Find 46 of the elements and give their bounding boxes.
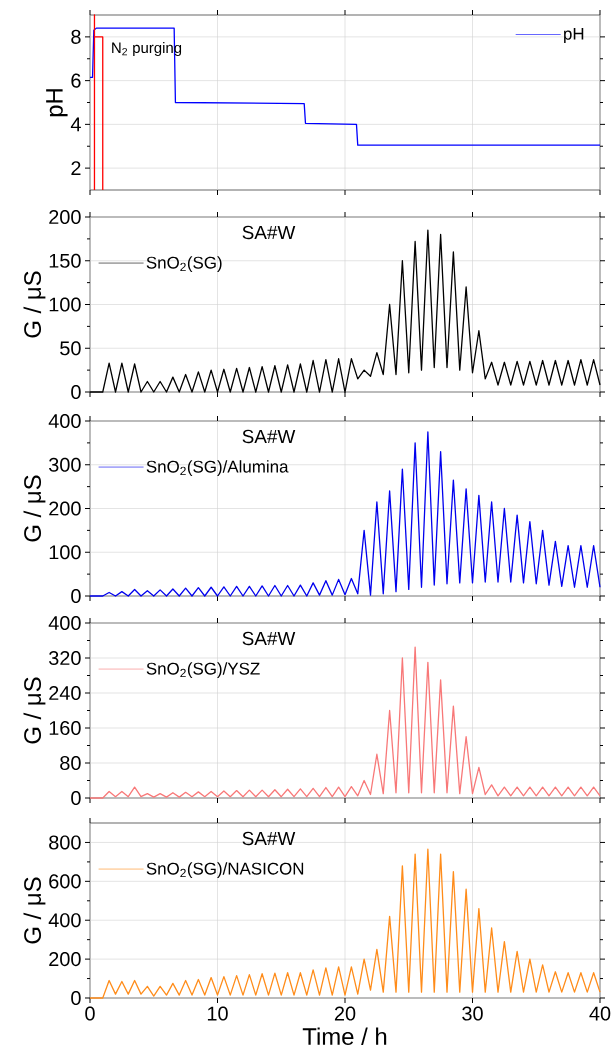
y-tick-label: 8 <box>71 29 81 44</box>
x-tick-label: 20 <box>334 1006 356 1021</box>
y-tick-label: 0 <box>71 384 81 400</box>
y-axis-title: G / μS <box>23 677 46 744</box>
legend-label: SnO$_{2}$(SG)/Alumina <box>146 460 289 476</box>
x-tick-label: 40 <box>589 1006 611 1021</box>
y-tick-label: 200 <box>49 501 81 516</box>
annotation: SA#W <box>242 429 296 444</box>
legend-label: pH <box>564 27 584 44</box>
annotation: SA#W <box>242 631 296 646</box>
y-axis-title: G / μS <box>23 877 46 944</box>
y-tick-label: 300 <box>49 457 81 472</box>
y-tick-label: 150 <box>49 253 81 268</box>
y-tick-label: 2 <box>71 161 81 176</box>
annotation: SA#W <box>242 225 296 240</box>
legend-label: SnO$_{2}$(SG)/NASICON <box>146 862 304 878</box>
y-tick-label: 400 <box>48 913 81 928</box>
y-tick-label: 160 <box>49 720 81 736</box>
y-axis-title: G / μS <box>23 475 46 542</box>
y-tick-label: 100 <box>49 297 81 312</box>
x-tick-label: 30 <box>462 1006 483 1021</box>
y-tick-label: 400 <box>48 413 81 429</box>
y-tick-label: 80 <box>60 755 81 771</box>
y-tick-label: 240 <box>49 685 81 701</box>
y-tick-label: 0 <box>71 588 81 604</box>
y-tick-label: 6 <box>71 73 81 88</box>
y-tick-label: 200 <box>49 952 81 967</box>
y-axis-title: G / μS <box>23 271 46 338</box>
x-tick-label: 10 <box>207 1006 228 1021</box>
line-series <box>89 27 601 146</box>
legend-label: SnO$_{2}$(SG) <box>146 256 222 272</box>
y-axis-title: pH <box>46 89 68 117</box>
y-tick-label: 600 <box>49 874 81 889</box>
y-tick-label: 400 <box>48 615 81 631</box>
y-tick-label: 200 <box>49 209 81 225</box>
y-tick-label: 800 <box>49 835 81 850</box>
y-tick-label: 320 <box>49 650 81 666</box>
annotation: SA#W <box>242 831 296 846</box>
y-tick-label: 100 <box>49 545 81 560</box>
x-axis-title: Time / h <box>302 1027 387 1046</box>
y-tick-label: 4 <box>70 117 81 132</box>
y-tick-label: 0 <box>71 790 81 806</box>
y-tick-label: 0 <box>71 990 81 1006</box>
y-tick-label: 50 <box>60 341 81 356</box>
x-tick-label: 0 <box>85 1006 95 1021</box>
legend-label: SnO$_{2}$(SG)/YSZ <box>146 662 260 678</box>
